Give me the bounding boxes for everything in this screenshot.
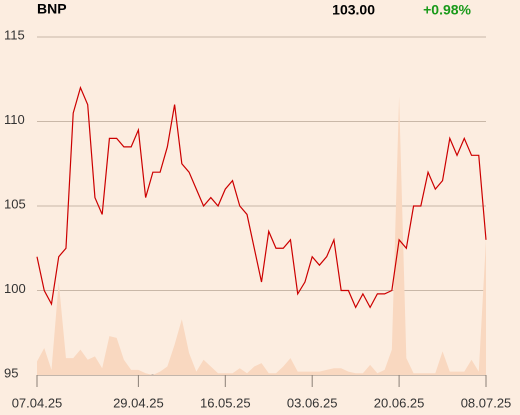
- y-tick-label: 110: [4, 112, 25, 127]
- volume-area: [37, 96, 486, 376]
- x-tick-label: 08.07.25: [461, 395, 512, 410]
- price-change: +0.98%: [423, 2, 471, 18]
- price-line: [36, 85, 487, 309]
- y-tick-label: 115: [4, 27, 25, 42]
- y-tick-label: 105: [4, 196, 26, 211]
- y-tick-label: 95: [4, 365, 18, 380]
- x-tick-label: 16.05.25: [200, 395, 251, 410]
- y-tick-label: 100: [4, 281, 26, 296]
- x-tick-label: 29.04.25: [113, 395, 164, 410]
- x-tick-label: 03.06.25: [287, 395, 338, 410]
- x-tick-label: 20.06.25: [374, 395, 425, 410]
- last-price: 103.00: [332, 2, 375, 18]
- chart-title: BNP: [37, 1, 67, 17]
- x-tick-label: 07.04.25: [12, 395, 63, 410]
